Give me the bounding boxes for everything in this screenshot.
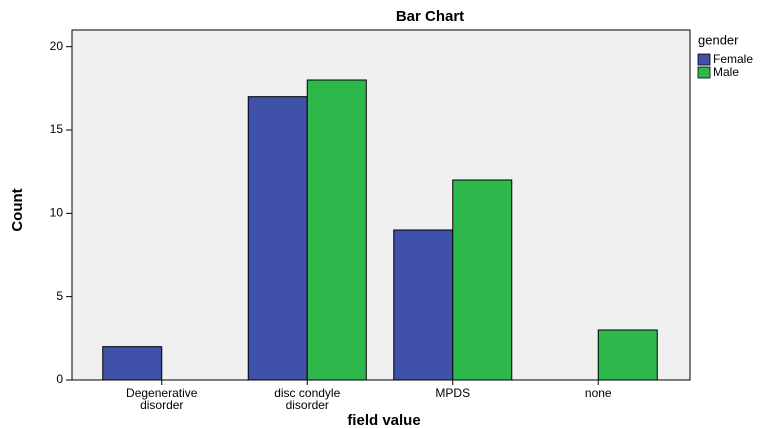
legend-label: Female [713,52,753,66]
y-tick-label: 15 [50,122,64,136]
x-tick-label: Degenerative disorder [126,386,198,412]
bar [306,79,367,381]
x-tick-label: MPDS [435,386,471,400]
y-tick-label: 5 [56,289,63,303]
chart-title: Bar Chart [396,8,464,25]
bar [102,346,163,381]
y-axis-title: Count [9,188,26,231]
x-axis-title: field value [347,412,420,428]
legend-swatch [697,66,711,79]
bar [452,179,513,381]
legend-swatch [697,53,711,66]
bar [597,329,658,381]
legend-label: Male [713,65,739,79]
bar [393,229,454,381]
plot-area [71,29,691,381]
bar [247,96,308,381]
y-tick-label: 20 [50,39,64,53]
legend-title: gender [698,32,739,47]
y-tick-label: 0 [56,372,63,386]
x-tick-label: disc condyle disorder [274,386,341,412]
x-tick-label: none [584,386,612,400]
y-tick-label: 10 [50,206,64,220]
